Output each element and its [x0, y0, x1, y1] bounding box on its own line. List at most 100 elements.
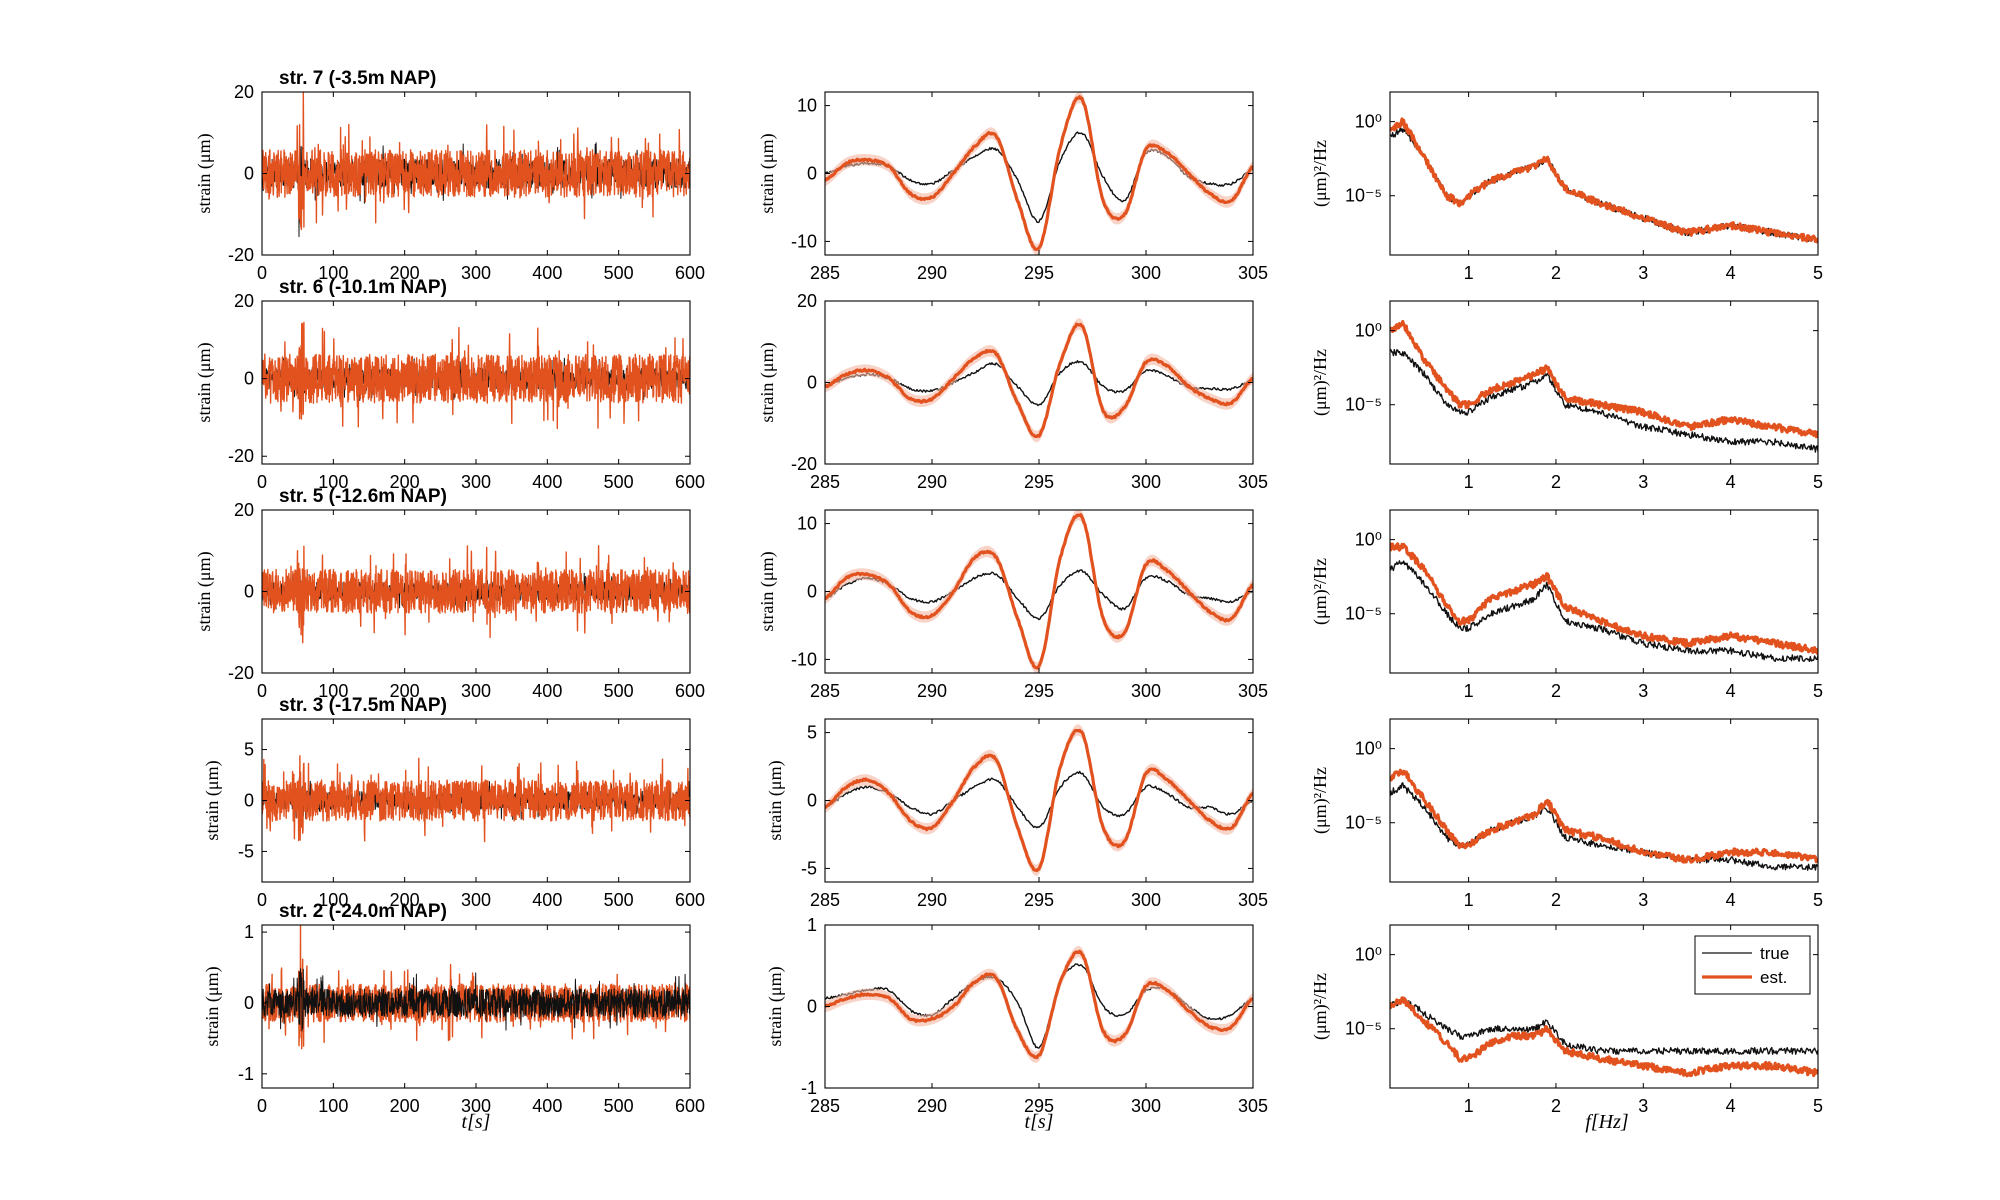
row-title-5: str. 2 (-24.0m NAP) [279, 901, 447, 922]
y-tick-label: -20 [228, 663, 254, 683]
y-tick-label: -10 [791, 649, 817, 669]
y-tick-label: 0 [244, 582, 254, 602]
panel-r2-zoom: 285 290 295 300 305 -20 0 20 strain (μm) [757, 291, 1268, 492]
y-tick-label: 0 [807, 582, 817, 602]
x-tick-label: 400 [532, 681, 562, 701]
x-tick-label: 305 [1238, 890, 1268, 910]
x-tick-label: 100 [318, 1096, 348, 1116]
y-tick-label: 10 [797, 96, 817, 116]
x-tick-label: 500 [604, 472, 634, 492]
panel-r1-zoom: 285 290 295 300 305 -10 0 10 strain (μm) [757, 91, 1268, 283]
y-tick-label: 0 [244, 993, 254, 1013]
series-line-est [262, 321, 690, 430]
x-tick-label: 5 [1813, 263, 1823, 283]
y-tick-label: 10⁰ [1355, 112, 1382, 132]
y-tick-label: 0 [807, 164, 817, 184]
x-tick-label: 300 [1131, 472, 1161, 492]
x-tick-label: 200 [390, 890, 420, 910]
x-tick-label: 295 [1024, 1096, 1054, 1116]
y-tick-label: 0 [807, 997, 817, 1017]
series-line-true [1390, 126, 1818, 243]
x-tick-label: 200 [390, 681, 420, 701]
x-tick-label: 305 [1238, 681, 1268, 701]
series-line-est [825, 95, 1253, 251]
x-tick-label: 0 [257, 1096, 267, 1116]
y-tick-label: 10⁻⁵ [1345, 604, 1382, 624]
y-tick-label: 10⁻⁵ [1345, 186, 1382, 206]
series-line-est [1390, 542, 1818, 655]
y-axis-label: strain (μm) [194, 133, 215, 213]
y-tick-label: -1 [801, 1078, 817, 1098]
legend-box [1694, 935, 1811, 995]
x-tick-label: 200 [390, 472, 420, 492]
x-tick-label: 500 [604, 890, 634, 910]
y-tick-label: -20 [228, 446, 254, 466]
y-axis-label: strain (μm) [757, 133, 778, 213]
plot-area [262, 321, 690, 430]
panel-r3-zoom: 285 290 295 300 305 -10 0 10 strain (μm) [757, 509, 1268, 701]
x-tick-label: 100 [318, 263, 348, 283]
x-tick-label: 305 [1238, 263, 1268, 283]
y-tick-label: 10⁻⁵ [1345, 1019, 1382, 1039]
y-axis-label: strain (μm) [202, 966, 223, 1046]
x-tick-label: 1 [1464, 472, 1474, 492]
series-line-est [1390, 768, 1818, 864]
x-tick-label: 600 [675, 263, 705, 283]
rows-layer: str. 7 (-3.5m NAP) str. 6 (-10.1m NAP) str… [279, 68, 447, 922]
x-tick-label: 500 [604, 681, 634, 701]
series-line-est [825, 322, 1253, 438]
y-axis-label: strain (μm) [765, 760, 786, 840]
x-tick-label: 4 [1726, 681, 1736, 701]
x-tick-label: 295 [1024, 681, 1054, 701]
y-tick-label: 20 [234, 291, 254, 311]
x-axis-label-time-middle: t[s] [1025, 1111, 1054, 1133]
x-tick-label: 3 [1638, 263, 1648, 283]
x-tick-label: 300 [1131, 890, 1161, 910]
x-tick-label: 500 [604, 263, 634, 283]
panel-r2-psd: 1 2 3 4 5 10⁰ 10⁻⁵ (μm)²/Hz [1310, 300, 1823, 492]
y-tick-label: 10⁰ [1355, 530, 1382, 550]
x-tick-label: 300 [461, 681, 491, 701]
x-tick-label: 600 [675, 1096, 705, 1116]
axes-box [1389, 924, 1819, 1089]
series-line-est [262, 755, 690, 843]
y-tick-label: 1 [807, 915, 817, 935]
legend: true est. [1694, 935, 1811, 995]
x-tick-label: 4 [1726, 263, 1736, 283]
row-title-2: str. 6 (-10.1m NAP) [279, 277, 447, 298]
panel-r4-time-series: 0 100 200 300 400 500 600 -5 0 5 strain (μm) [202, 718, 705, 910]
y-axis-label: (μm)²/Hz [1310, 973, 1331, 1040]
x-tick-label: 0 [257, 890, 267, 910]
x-tick-label: 3 [1638, 681, 1648, 701]
x-tick-label: 1 [1464, 1096, 1474, 1116]
panel-r5-psd: 1 2 3 4 5 10⁰ 10⁻⁵ (μm)²/Hz [1310, 924, 1823, 1116]
y-tick-label: -20 [791, 454, 817, 474]
x-tick-label: 1 [1464, 681, 1474, 701]
y-tick-label: 10 [797, 514, 817, 534]
plot-area [1390, 542, 1818, 662]
x-tick-label: 0 [257, 472, 267, 492]
y-tick-label: 0 [244, 369, 254, 389]
x-tick-label: 290 [917, 263, 947, 283]
x-tick-label: 295 [1024, 472, 1054, 492]
x-tick-label: 285 [810, 1096, 840, 1116]
x-tick-label: 100 [318, 472, 348, 492]
series-line-true [1390, 560, 1818, 662]
panel-r4-psd: 1 2 3 4 5 10⁰ 10⁻⁵ (μm)²/Hz [1310, 718, 1823, 910]
series-line-est [1390, 319, 1818, 439]
x-tick-label: 300 [1131, 681, 1161, 701]
x-axis-label-time-left: t[s] [462, 1111, 491, 1133]
x-tick-label: 2 [1551, 890, 1561, 910]
series-line-est [825, 513, 1253, 670]
series-line-est [825, 728, 1253, 873]
plot-area [825, 510, 1253, 673]
x-tick-label: 1 [1464, 890, 1474, 910]
y-tick-label: 10⁰ [1355, 321, 1382, 341]
y-axis-label: strain (μm) [757, 342, 778, 422]
x-tick-label: 285 [810, 263, 840, 283]
legend-true-label: true [1760, 944, 1789, 963]
x-tick-label: 300 [461, 263, 491, 283]
